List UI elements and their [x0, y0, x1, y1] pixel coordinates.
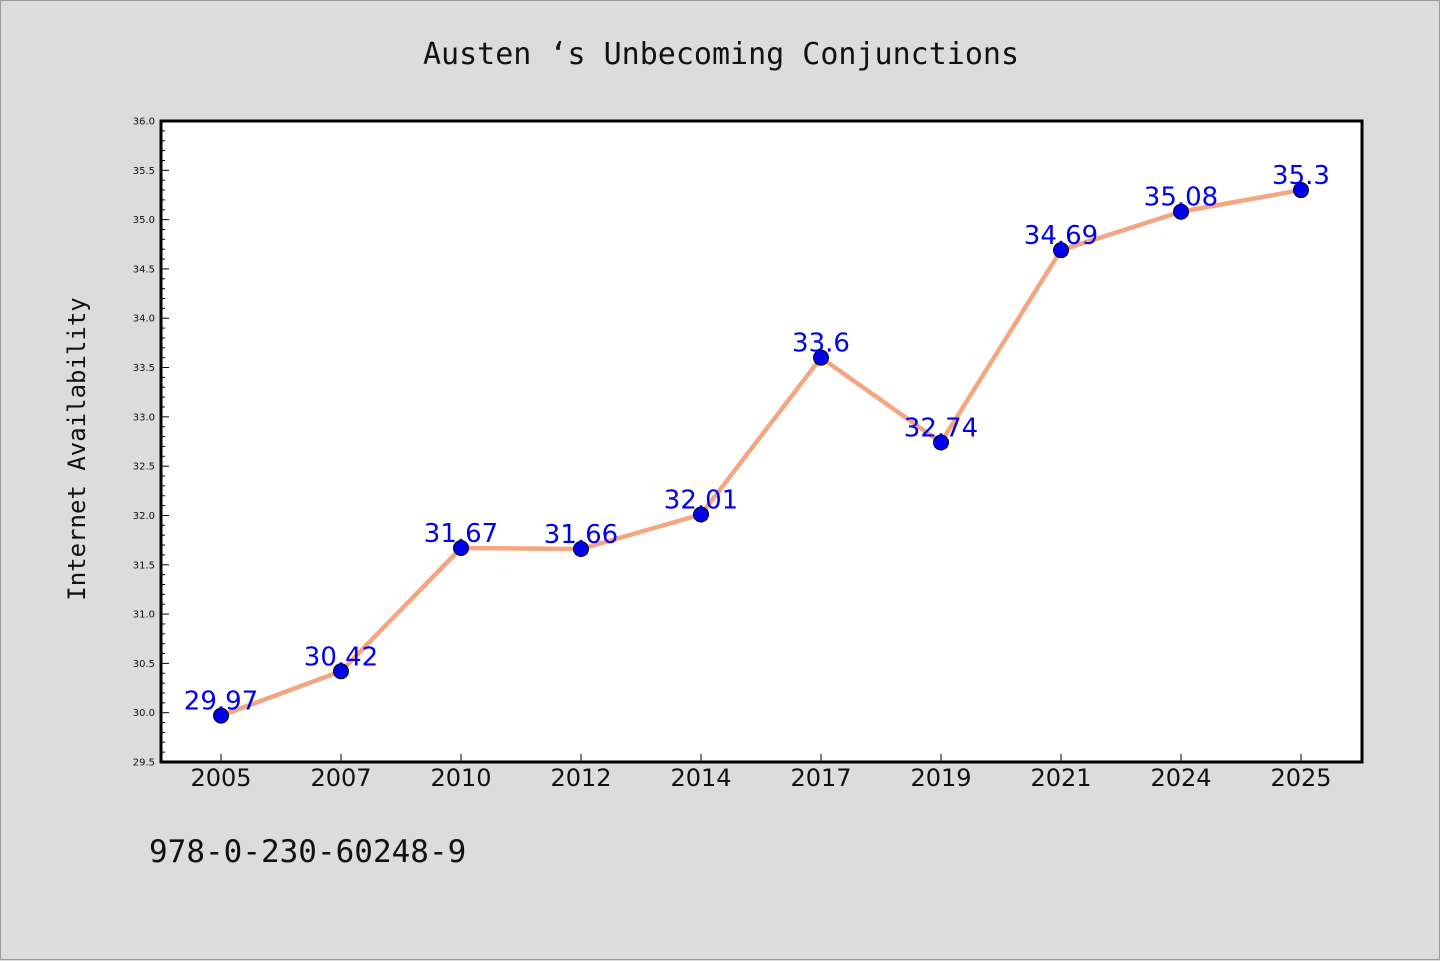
data-point: [1053, 242, 1069, 259]
y-tick-label: 34.0: [133, 314, 155, 325]
x-tick-label: 2014: [670, 764, 731, 792]
x-tick-label: 2007: [310, 764, 371, 792]
data-label: 32.01: [664, 485, 738, 515]
data-point: [1293, 182, 1309, 199]
x-tick-label: 2012: [550, 764, 611, 792]
data-label: 35.3: [1272, 161, 1330, 191]
y-tick-label: 32.0: [133, 511, 155, 522]
y-tick-label: 33.5: [133, 363, 155, 374]
data-label: 32.74: [904, 413, 978, 443]
x-axis: 2005 2007 2010 2012 2014 2017 2019 2021 2024 2025: [190, 754, 1332, 792]
data-point: [693, 506, 709, 523]
data-label: 31.67: [424, 519, 498, 549]
data-point: [213, 707, 229, 724]
x-tick-label: 2017: [790, 764, 851, 792]
plot-area: [159, 119, 1364, 764]
footnote-isbn: 978-0-230-60248-9: [149, 834, 467, 870]
data-label: 35.08: [1144, 183, 1218, 213]
data-label: 34.69: [1024, 221, 1098, 251]
x-tick-label: 2010: [430, 764, 491, 792]
x-tick-label: 2019: [910, 764, 971, 792]
x-tick-label: 2021: [1030, 764, 1091, 792]
data-label: 31.66: [544, 520, 618, 550]
y-tick-label: 31.0: [133, 610, 155, 621]
y-tick-label: 29.5: [133, 758, 155, 769]
y-tick-label: 34.5: [133, 264, 155, 275]
data-point: [933, 434, 949, 451]
data-point: [573, 540, 589, 557]
x-tick-label: 2024: [1150, 764, 1211, 792]
data-label: 33.6: [792, 329, 850, 359]
data-point: [1173, 203, 1189, 220]
y-tick-label: 35.5: [133, 166, 155, 177]
data-point: [333, 663, 349, 680]
series-line: [220, 187, 1302, 718]
y-tick-label: 30.0: [133, 708, 155, 719]
y-tick-label: 35.0: [133, 215, 155, 226]
y-tick-label: 31.5: [133, 560, 155, 571]
data-label: 29.97: [184, 687, 258, 717]
data-point: [453, 540, 469, 557]
y-tick-label: 33.0: [133, 412, 155, 423]
data-label: 30.42: [304, 642, 378, 672]
y-axis-label: Internet Availability: [63, 297, 91, 600]
y-tick-label: 32.5: [133, 462, 155, 473]
data-series: 29.97 30.42 31.67 31.66 32.01 33.6 32.74 34.69 3…: [184, 161, 1330, 724]
x-tick-label: 2025: [1270, 764, 1331, 792]
y-axis: 29.5 30.0 30.5 31.0 31.5 32.0 32.5 33.0 33.5 34.0…: [133, 117, 169, 769]
y-tick-label: 30.5: [133, 659, 155, 670]
y-tick-label: 36.0: [133, 117, 155, 128]
x-tick-label: 2005: [190, 764, 251, 792]
chart-title: Austen ‘s Unbecoming Conjunctions: [422, 37, 1020, 72]
data-point: [813, 349, 829, 366]
